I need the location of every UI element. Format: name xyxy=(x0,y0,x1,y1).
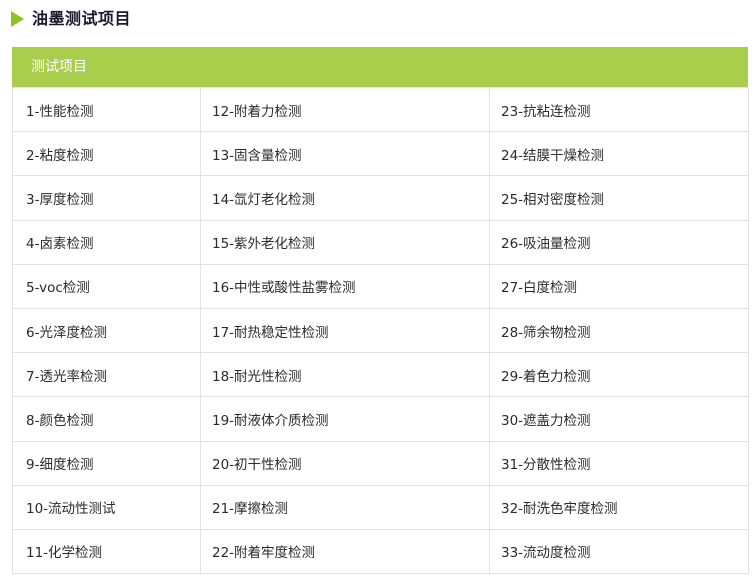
table-cell: 14-氙灯老化检测 xyxy=(201,176,490,221)
table-cell: 12-附着力检测 xyxy=(201,88,490,133)
table-cell: 5-voc检测 xyxy=(13,264,201,309)
table-cell: 22-附着牢度检测 xyxy=(201,529,490,575)
table-cell: 24-结膜干燥检测 xyxy=(490,132,749,177)
table-cell: 10-流动性测试 xyxy=(13,485,201,530)
table-cell: 18-耐光性检测 xyxy=(201,353,490,398)
table-cell: 28-筛余物检测 xyxy=(490,308,749,354)
table-cell: 23-抗粘连检测 xyxy=(490,88,749,133)
table-body: 1-性能检测 12-附着力检测 23-抗粘连检测 2-粘度检测 13-固含量检测 24-结… xyxy=(12,87,749,575)
page-title: 油墨测试项目 xyxy=(32,9,132,28)
table-cell: 25-相对密度检测 xyxy=(490,176,749,221)
table-cell: 32-耐洗色牢度检测 xyxy=(490,485,749,530)
table-cell: 11-化学检测 xyxy=(13,529,201,575)
table-cell: 9-细度检测 xyxy=(13,441,201,486)
table-cell: 33-流动度检测 xyxy=(490,529,749,575)
table-cell: 17-耐热稳定性检测 xyxy=(201,308,490,354)
table-cell: 21-摩擦检测 xyxy=(201,485,490,530)
table-cell: 27-白度检测 xyxy=(490,264,749,309)
table-cell: 29-着色力检测 xyxy=(490,353,749,398)
table-cell: 4-卤素检测 xyxy=(13,220,201,265)
table-header: 测试项目 xyxy=(12,47,748,87)
table-header-label: 测试项目 xyxy=(31,59,87,75)
table-cell: 1-性能检测 xyxy=(13,88,201,133)
table-cell: 31-分散性检测 xyxy=(490,441,749,486)
table-cell: 2-粘度检测 xyxy=(13,132,201,177)
test-items-table: 测试项目 1-性能检测 12-附着力检测 23-抗粘连检测 2-粘度检测 13-固含量检… xyxy=(12,47,749,575)
table-cell: 3-厚度检测 xyxy=(13,176,201,221)
table-cell: 8-颜色检测 xyxy=(13,397,201,442)
table-cell: 6-光泽度检测 xyxy=(13,308,201,354)
table-cell: 16-中性或酸性盐雾检测 xyxy=(201,264,490,309)
triangle-right-icon xyxy=(11,11,24,27)
table-cell: 13-固含量检测 xyxy=(201,132,490,177)
page-title-bar: 油墨测试项目 xyxy=(0,0,756,38)
table-cell: 20-初干性检测 xyxy=(201,441,490,486)
table-cell: 7-透光率检测 xyxy=(13,353,201,398)
table-cell: 26-吸油量检测 xyxy=(490,220,749,265)
table-cell: 30-遮盖力检测 xyxy=(490,397,749,442)
table-cell: 19-耐液体介质检测 xyxy=(201,397,490,442)
table-cell: 15-紫外老化检测 xyxy=(201,220,490,265)
